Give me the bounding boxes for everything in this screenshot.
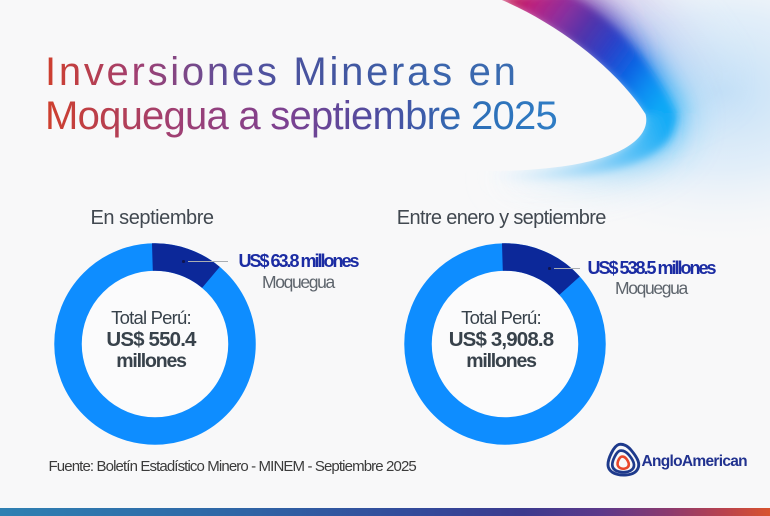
svg-text:AngloAmerican: AngloAmerican <box>642 453 748 470</box>
